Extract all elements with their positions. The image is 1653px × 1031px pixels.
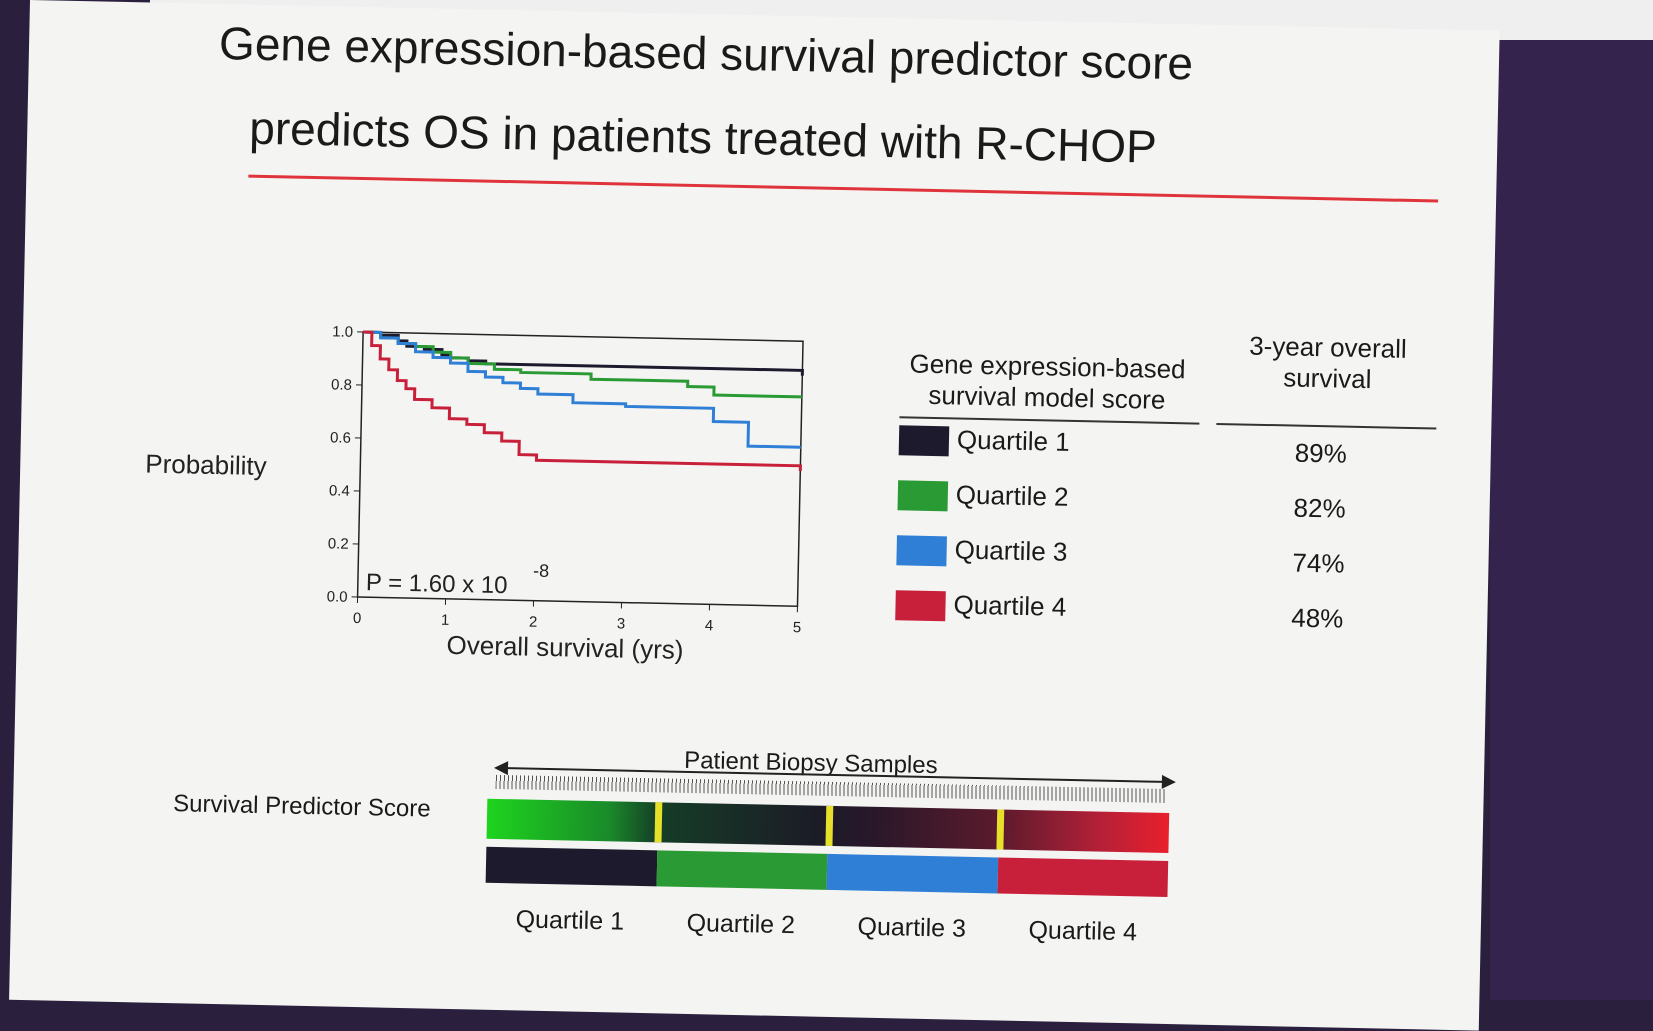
legend-label: Quartile 4 <box>953 589 1066 622</box>
x-tick-label: 5 <box>793 619 802 636</box>
slide: Gene expression-based survival predictor… <box>9 0 1500 1031</box>
quartile-divider <box>996 809 1004 849</box>
table-row: Quartile 1 89% <box>891 421 1452 473</box>
quartile-segment-3 <box>827 854 998 894</box>
p-value-exponent: -8 <box>533 561 549 581</box>
y-tick-label: 0.6 <box>330 429 351 446</box>
y-tick-label: 0.0 <box>327 588 348 605</box>
legend-swatch-q2 <box>898 480 949 511</box>
arrow-left-icon <box>494 761 508 775</box>
legend-swatch-q1 <box>899 425 950 456</box>
survival-value: 82% <box>1269 492 1370 525</box>
x-axis-label: Overall survival (yrs) <box>446 630 683 665</box>
quartile-color-bar <box>486 847 1169 897</box>
survival-value: 74% <box>1268 547 1369 580</box>
x-tick-label: 2 <box>529 614 538 631</box>
x-tick-label: 3 <box>617 615 626 632</box>
x-tick-label: 0 <box>353 610 362 627</box>
quartile-segment-1 <box>486 847 657 887</box>
y-axis-label: Probability <box>145 449 267 482</box>
quartile-bottom-label: Quartile 3 <box>826 912 997 945</box>
x-ticks: 0 1 2 3 4 5 <box>353 597 802 636</box>
legend-label: Quartile 1 <box>957 425 1070 458</box>
biopsy-score-diagram: Patient Biopsy Samples Survival Predicto… <box>150 748 1255 1001</box>
legend-swatch-q3 <box>896 535 947 566</box>
quartile-divider <box>654 802 662 842</box>
series-group <box>360 332 803 471</box>
legend-label: Quartile 2 <box>956 480 1069 513</box>
survival-value: 89% <box>1270 437 1371 470</box>
table-row: Quartile 2 82% <box>889 476 1450 528</box>
series-line-q1 <box>362 332 803 376</box>
quartile-segment-4 <box>997 857 1168 897</box>
quartile-divider <box>825 806 833 846</box>
table-row: Quartile 4 48% <box>887 586 1448 638</box>
survival-table: Gene expression-based survival model sco… <box>886 323 1453 675</box>
arrow-right-icon <box>1162 775 1176 789</box>
table-header-score: Gene expression-based survival model sco… <box>892 348 1203 416</box>
y-tick-label: 0.8 <box>331 376 352 393</box>
table-header-survival: 3-year overall survival <box>1217 330 1438 397</box>
quartile-bottom-label: Quartile 4 <box>997 915 1168 948</box>
quartile-bottom-label: Quartile 1 <box>485 905 656 938</box>
legend-label: Quartile 3 <box>954 534 1067 567</box>
x-tick-label: 1 <box>441 612 450 629</box>
screen-right-panel <box>1490 40 1653 1000</box>
p-value-annotation: P = 1.60 x 10 <box>366 569 508 599</box>
x-tick-label: 4 <box>705 617 714 634</box>
table-row: Quartile 3 74% <box>888 531 1449 583</box>
km-survival-chart: 0.0 0.2 0.4 0.6 0.8 1.0 0 1 2 3 4 5 Probability Ov… <box>15 0 930 739</box>
survival-predictor-score-label: Survival Predictor Score <box>173 790 431 823</box>
survival-value: 48% <box>1267 602 1368 635</box>
score-gradient-bar <box>487 799 1170 853</box>
y-tick-label: 1.0 <box>332 323 353 340</box>
quartile-segment-2 <box>656 850 827 890</box>
legend-swatch-q4 <box>895 590 946 621</box>
y-tick-label: 0.2 <box>328 535 349 552</box>
y-tick-label: 0.4 <box>329 482 350 499</box>
quartile-bottom-label: Quartile 2 <box>656 908 827 941</box>
